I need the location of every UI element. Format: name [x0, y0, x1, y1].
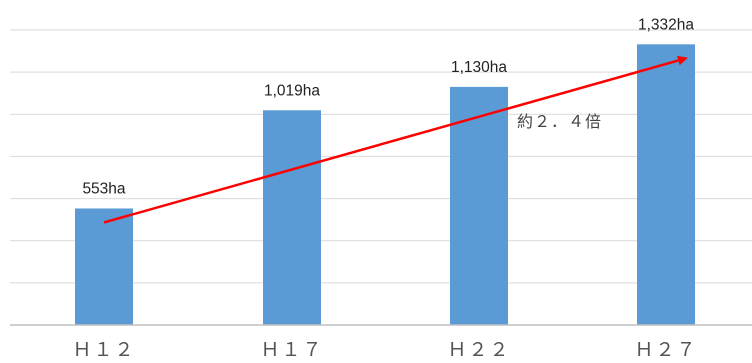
tick-label-3: Ｈ２２	[447, 339, 510, 361]
tick-label-2: Ｈ１７	[260, 339, 323, 361]
trend-arrow	[103, 55, 688, 224]
bar-2	[263, 110, 321, 326]
data-label-4: 1,332ha	[638, 16, 694, 33]
tick-label-1: Ｈ１２	[72, 339, 135, 361]
bar-1	[75, 208, 133, 325]
bar-4	[637, 44, 695, 325]
tick-label-4: Ｈ２７	[634, 339, 697, 361]
data-label-3: 1,130ha	[451, 59, 507, 76]
data-label-1: 553ha	[82, 180, 125, 197]
trend-annotation: 約２．４倍	[517, 112, 602, 131]
bar-3	[450, 86, 508, 326]
gridlines	[10, 29, 752, 284]
bars	[75, 44, 695, 326]
data-label-2: 1,019ha	[264, 82, 320, 99]
data-labels: 553ha 1,019ha 1,130ha 1,332ha	[82, 16, 694, 197]
x-axis-tick-labels: Ｈ１２ Ｈ１７ Ｈ２２ Ｈ２７	[72, 339, 697, 361]
